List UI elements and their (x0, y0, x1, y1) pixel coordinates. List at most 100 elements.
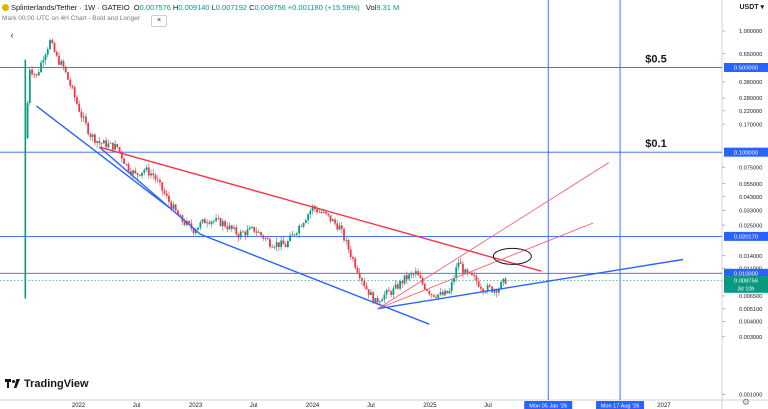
candle-body (280, 240, 283, 247)
price-level-badge (724, 231, 768, 241)
candle-body (49, 40, 51, 50)
candle-body (497, 288, 500, 293)
close-icon[interactable]: × (151, 15, 167, 27)
candle-body (453, 278, 455, 283)
current-price-label: 0.008756 (734, 278, 758, 284)
candle-body (239, 231, 242, 238)
y-tick-label: 0.003000 (739, 335, 762, 341)
candle-body (120, 151, 123, 159)
symbol-logo-icon (2, 4, 9, 11)
candle-body (320, 211, 323, 213)
trendline[interactable] (36, 105, 170, 208)
candle-body (125, 163, 128, 165)
candle-body (73, 87, 76, 98)
candle-body (376, 297, 379, 303)
trendline[interactable] (377, 162, 610, 310)
trendline[interactable] (98, 146, 430, 325)
candle-body (408, 274, 410, 280)
date-marker-label: Mon 05 Jan '26 (529, 404, 567, 409)
candle-body (437, 294, 440, 298)
price-level-annotation: $0.1 (645, 138, 666, 150)
candle-body (275, 242, 278, 247)
candle-body (37, 72, 40, 76)
candle-body (156, 179, 159, 181)
candle-body (210, 221, 213, 224)
y-tick-label: 0.055000 (739, 182, 762, 188)
candle-body (226, 226, 229, 230)
candle-body (246, 229, 249, 236)
y-tick-label: 0.380000 (739, 80, 762, 86)
plot-area[interactable] (0, 0, 722, 400)
gear-icon[interactable]: ⚙ (741, 397, 750, 407)
candle-body (414, 271, 417, 274)
candle-body (459, 262, 462, 264)
candle-body (262, 235, 265, 239)
candle-body (257, 232, 260, 234)
candle-body (228, 225, 231, 230)
currency-selector[interactable]: USDT ▾ (739, 4, 764, 11)
candle-body (327, 213, 330, 216)
candle-body (287, 241, 289, 248)
candle-body (76, 97, 78, 104)
candle-body (291, 234, 294, 236)
price-level-badge (724, 62, 768, 72)
candle-body (129, 171, 132, 175)
candle-body (356, 267, 359, 273)
candle-body (441, 292, 444, 296)
y-tick-label: 0.170000 (739, 122, 762, 128)
volume-value: 9.31 M (376, 3, 400, 12)
candle-body (482, 288, 485, 293)
chevron-left-icon[interactable]: ‹ (5, 31, 19, 41)
candle-body (336, 223, 339, 230)
ellipse-annotation[interactable] (492, 247, 532, 265)
candle-body (345, 240, 348, 241)
date-marker-label: Mon 17 Aug '26 (601, 404, 640, 409)
candle-body (365, 285, 368, 290)
candle-body (109, 142, 112, 144)
candle-body (199, 222, 202, 228)
trendline[interactable] (377, 258, 684, 310)
candle-body (316, 209, 318, 213)
y-tick-label: 0.075000 (739, 165, 762, 171)
candle-body (486, 285, 489, 292)
candle-body (374, 297, 377, 303)
price-level-label: 0.020170 (734, 235, 758, 241)
candle-body (141, 172, 143, 176)
candle-body (471, 272, 473, 276)
candle-body (435, 296, 437, 298)
candle-body (419, 275, 422, 278)
price-change: +0.001180 (+15.58%) (287, 3, 360, 12)
candle-body (311, 205, 314, 211)
candle-body (208, 222, 211, 224)
candle-body (322, 211, 325, 213)
candle-body (363, 280, 366, 286)
candle-body (269, 239, 271, 247)
trendline[interactable] (377, 222, 594, 310)
candle-body (403, 275, 406, 284)
candle-body (302, 222, 305, 227)
chart-header: Splinterlands/Tether · 1W · GATEIO O0.00… (2, 3, 401, 12)
candle-body (260, 232, 262, 236)
price-level-label: 0.010000 (734, 272, 758, 278)
symbol-title[interactable]: Splinterlands/Tether · 1W · GATEIO (11, 3, 130, 12)
candle-body (426, 289, 428, 291)
candle-body (251, 226, 253, 228)
candle-body (78, 103, 81, 112)
candle-body (44, 54, 47, 61)
candle-body (242, 231, 244, 233)
candle-body (421, 277, 424, 285)
candle-body (203, 219, 206, 224)
y-tick-label: 0.006500 (739, 294, 762, 300)
candle-body (381, 299, 384, 302)
candle-body (163, 190, 166, 194)
candle-body (450, 282, 453, 291)
trendline[interactable] (99, 146, 542, 272)
candle-body (145, 167, 148, 170)
candle-body (464, 269, 467, 273)
candle-body (309, 210, 312, 215)
candle-body (271, 246, 274, 248)
candle-body (192, 228, 195, 234)
y-tick-label: 0.280000 (739, 96, 762, 102)
candle-body (387, 290, 390, 292)
